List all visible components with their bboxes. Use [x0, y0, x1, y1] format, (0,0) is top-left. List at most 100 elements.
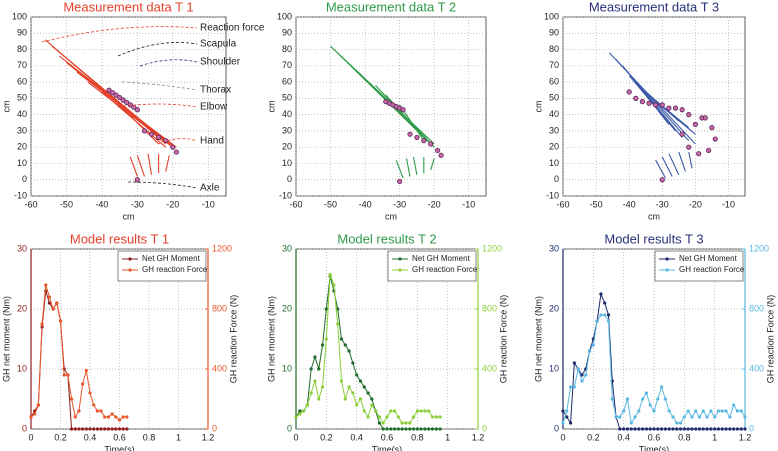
- trajectory-point: [659, 102, 665, 108]
- series-marker: [724, 409, 728, 413]
- series-marker: [95, 427, 99, 431]
- legend-box: [117, 250, 207, 282]
- x-tick-label: -30: [656, 199, 669, 209]
- x-tick-label: -60: [556, 199, 569, 209]
- y-tick-label: 80: [17, 44, 27, 54]
- series-marker: [606, 319, 611, 323]
- series-marker: [351, 361, 355, 365]
- series-marker: [317, 367, 321, 371]
- annotation: Axle: [200, 183, 220, 194]
- trajectory-point: [666, 105, 672, 111]
- x-tick-label: 1.2: [202, 432, 215, 442]
- series-marker: [667, 427, 671, 431]
- x-tick-label: 0.4: [84, 432, 97, 442]
- force-vector: [430, 158, 435, 171]
- series-marker: [355, 403, 359, 407]
- trajectory-point: [646, 100, 652, 106]
- y-tick-label: 90: [282, 28, 292, 38]
- series-marker: [411, 427, 416, 431]
- series-marker: [705, 415, 709, 419]
- series-marker: [565, 409, 569, 413]
- series-marker: [644, 391, 649, 395]
- series-marker: [648, 403, 652, 407]
- force-vector: [622, 65, 683, 138]
- series-marker: [656, 397, 660, 401]
- series-marker: [370, 403, 374, 407]
- force-vector: [635, 81, 670, 125]
- x-tick-label: 1: [176, 432, 181, 442]
- series-marker: [614, 415, 618, 419]
- trajectory-point: [414, 134, 420, 141]
- chart-title: Model results T 3: [604, 231, 703, 246]
- y-tick-label: 60: [17, 76, 27, 86]
- series-marker: [610, 397, 614, 401]
- y2-axis-label: GH reaction Force (N): [765, 295, 775, 384]
- trajectory-point: [702, 115, 708, 121]
- series-marker: [389, 427, 393, 431]
- legend-label: GH reaction Force: [679, 265, 745, 274]
- y-tick-label: 40: [17, 109, 27, 119]
- chart-title: Model results T 2: [337, 231, 436, 246]
- y-tick-label: 50: [282, 93, 292, 103]
- series-marker: [618, 415, 622, 419]
- series-marker: [675, 421, 679, 425]
- chart-title: Measurement data T 1: [63, 0, 193, 14]
- series-marker: [339, 379, 344, 383]
- y-tick-label: 20: [549, 142, 559, 152]
- y-tick-label: 0: [287, 174, 292, 184]
- series-marker: [40, 322, 44, 326]
- series-marker: [317, 397, 321, 401]
- annotation: Reaction force: [200, 23, 265, 34]
- trajectory-point: [709, 125, 715, 131]
- series-marker: [675, 427, 679, 431]
- series-marker: [603, 301, 607, 305]
- trajectory-point: [173, 149, 179, 155]
- trajectory-point: [679, 107, 685, 113]
- series-marker: [309, 391, 313, 395]
- y-tick-label: 90: [549, 28, 559, 38]
- series-marker: [77, 409, 81, 413]
- series-marker: [355, 373, 359, 377]
- series-marker: [629, 427, 633, 431]
- x-tick-label: 0.8: [143, 432, 156, 442]
- x-tick-label: -60: [24, 199, 37, 209]
- force-vector: [678, 151, 686, 172]
- trajectory-point: [686, 112, 692, 118]
- legend-marker: [128, 257, 132, 261]
- y-tick-label: 30: [17, 243, 27, 253]
- series-marker: [686, 409, 690, 413]
- series-marker: [366, 415, 370, 419]
- x-tick-label: -20: [689, 199, 702, 209]
- series-marker: [125, 415, 129, 419]
- legend-box: [654, 250, 744, 282]
- y-tick-label: -10: [279, 190, 292, 200]
- series-marker: [419, 427, 423, 431]
- x-tick-label: 0.8: [678, 432, 691, 442]
- x-tick-label: 1.2: [739, 432, 752, 442]
- series-marker: [313, 379, 317, 383]
- series-marker: [408, 427, 412, 431]
- y-tick-label: 100: [12, 11, 27, 21]
- series-marker: [732, 427, 736, 431]
- trajectory-point: [141, 128, 148, 134]
- series-marker: [320, 343, 325, 347]
- series-marker: [66, 373, 70, 377]
- x-tick-label: 0: [28, 432, 33, 442]
- annotation-arrow: [121, 81, 198, 91]
- force-vector: [147, 153, 153, 175]
- series-marker: [117, 418, 122, 422]
- y-tick-label: 30: [282, 243, 292, 253]
- series-marker: [110, 427, 114, 431]
- series-marker: [69, 397, 74, 401]
- series-marker: [106, 415, 111, 419]
- series-marker: [404, 427, 408, 431]
- y2-axis-label: GH reaction Force (N): [228, 295, 238, 384]
- series-marker: [301, 409, 306, 413]
- series-marker: [434, 427, 438, 431]
- trajectory-point: [696, 151, 702, 157]
- series-marker: [404, 421, 408, 425]
- series-marker: [438, 427, 442, 431]
- annotation-arrow: [127, 181, 198, 189]
